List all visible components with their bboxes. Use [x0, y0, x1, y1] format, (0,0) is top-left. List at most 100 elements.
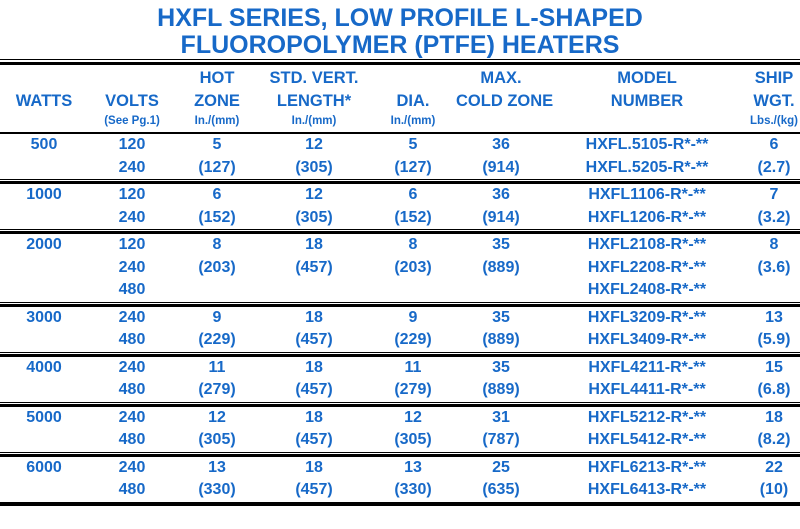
col-header-volts-line1 [88, 65, 176, 88]
col-units-dia: In./(mm) [390, 115, 436, 127]
table-cell-std-vert-length: (457) [295, 481, 333, 498]
table-cell-ship-wgt: 15 [765, 358, 783, 376]
table-cell-dia: (152) [394, 208, 432, 226]
col-units-volts: (See Pg.1) [104, 115, 160, 127]
table-cell-std-vert-length: 18 [305, 308, 323, 326]
table-cell-model-number: HXFL2108-R*-** [587, 236, 707, 253]
group-separator [0, 401, 800, 407]
col-units-std-vert-length: In./(mm) [291, 115, 337, 127]
table-row: 240 (203) (457) (203) (889) HXFL2208-R*-** (3.… [0, 257, 800, 280]
table-cell-ship-wgt: 22 [765, 458, 783, 476]
table-cell-model-number: HXFL3409-R*-** [587, 331, 707, 348]
table-cell-model-number: HXFL3209-R*-** [587, 308, 707, 326]
table-cell-watts: 4000 [26, 358, 62, 376]
table-cell-model-number: HXFL2208-R*-** [587, 258, 707, 276]
table-cell-max-cold-zone: 31 [492, 408, 510, 426]
table-cell-model-number: HXFL.5105-R*-** [585, 136, 709, 153]
table-cell-std-vert-length [258, 279, 370, 302]
table-cell-std-vert-length: 12 [305, 186, 323, 203]
table-cell-max-cold-zone: 36 [492, 136, 510, 153]
table-cell-hot-zone: 12 [208, 408, 226, 426]
table-cell-max-cold-zone: (914) [482, 208, 520, 226]
header-row-line2: WATTS VOLTS ZONE LENGTH* DIA. COLD ZONE … [0, 88, 800, 114]
table-cell-dia: (279) [394, 381, 432, 398]
table-cell-model-number: HXFL2408-R*-** [587, 281, 707, 298]
col-header-watts: WATTS [15, 92, 73, 110]
col-units-hot-zone: In./(mm) [194, 115, 240, 127]
group-separator [0, 351, 800, 357]
table-cell-std-vert-length: 18 [305, 458, 323, 476]
table-cell-ship-wgt: 13 [765, 308, 783, 326]
table-header: HOT STD. VERT. MAX. MODEL SHIP WATTS VOL… [0, 65, 800, 134]
table-cell-std-vert-length: (457) [295, 431, 333, 448]
col-header-dia: DIA. [396, 92, 430, 110]
col-header-hot-zone-line1: HOT [199, 69, 235, 87]
table-cell-dia: (127) [394, 158, 432, 176]
table-cell-ship-wgt: (5.9) [757, 331, 791, 348]
table-row: 5000 240 12 18 12 31 HXFL5212-R*-** 18 [0, 407, 800, 430]
table-cell-model-number: HXFL5212-R*-** [587, 408, 707, 426]
watt-group-2000: 2000 120 8 18 8 35 HXFL2108-R*-** 8 240 (203) (457… [0, 234, 800, 302]
table-cell-dia: (330) [394, 481, 432, 498]
watt-group-3000: 3000 240 9 18 9 35 HXFL3209-R*-** 13 480 (229) (45… [0, 307, 800, 352]
table-cell-volts: 480 [118, 281, 146, 298]
table-row: 240 (152) (305) (152) (914) HXFL1206-R*-** (3.… [0, 207, 800, 230]
table-cell-hot-zone: 11 [208, 358, 226, 376]
table-cell-model-number: HXFL6413-R*-** [587, 481, 707, 498]
table-cell-volts: 240 [118, 158, 146, 176]
watt-group-5000: 5000 240 12 18 12 31 HXFL5212-R*-** 18 480 (305) (… [0, 407, 800, 452]
table-bottom-border [0, 501, 800, 506]
table-cell-max-cold-zone: (889) [482, 381, 520, 398]
table-cell-watts: 5000 [26, 408, 62, 426]
group-separator [0, 179, 800, 184]
table-row: 480 HXFL2408-R*-** [0, 279, 800, 302]
table-row: 480 (305) (457) (305) (787) HXFL5412-R*-** (8.… [0, 429, 800, 452]
table-cell-std-vert-length: 12 [305, 136, 323, 153]
table-cell-max-cold-zone: (914) [482, 158, 520, 176]
table-cell-dia: 11 [404, 358, 422, 376]
table-cell-volts: 120 [118, 236, 146, 253]
col-header-std-vert-length: LENGTH* [276, 92, 352, 110]
table-cell-volts: 480 [118, 481, 146, 498]
table-cell-ship-wgt: (8.2) [757, 431, 791, 448]
table-cell-watts [0, 429, 88, 452]
table-cell-dia: 13 [404, 458, 422, 476]
table-cell-volts: 240 [118, 358, 146, 376]
group-separator [0, 451, 800, 457]
table-cell-dia: 9 [408, 308, 418, 326]
table-cell-ship-wgt: (6.8) [757, 381, 791, 398]
table-row: 3000 240 9 18 9 35 HXFL3209-R*-** 13 [0, 307, 800, 330]
table-cell-hot-zone: 5 [212, 136, 222, 153]
table-cell-watts: 3000 [26, 308, 62, 326]
table-cell-volts: 240 [118, 308, 146, 326]
col-header-max-cold-zone: COLD ZONE [456, 92, 554, 110]
table-cell-dia: (305) [394, 431, 432, 448]
table-cell-hot-zone: 9 [212, 308, 222, 326]
table-cell-ship-wgt: 6 [769, 136, 779, 153]
table-cell-model-number: HXFL1206-R*-** [587, 208, 707, 226]
col-header-ship-wgt-line1: SHIP [754, 69, 794, 87]
table-cell-model-number: HXFL4211-R*-** [588, 358, 706, 376]
header-row-units: (See Pg.1) In./(mm) In./(mm) In./(mm) Lb… [0, 114, 800, 132]
table-cell-ship-wgt: (3.6) [757, 258, 791, 276]
table-cell-std-vert-length: 18 [305, 236, 323, 253]
table-cell-hot-zone: 8 [212, 236, 222, 253]
col-header-dia-line1 [370, 65, 456, 88]
table-cell-dia: 12 [404, 408, 422, 426]
table-cell-volts: 480 [118, 431, 146, 448]
table-cell-watts: 6000 [26, 458, 62, 476]
table-cell-volts: 240 [118, 208, 146, 226]
table-cell-max-cold-zone: 36 [492, 186, 510, 203]
table-cell-watts [0, 479, 88, 502]
table-row: 480 (229) (457) (229) (889) HXFL3409-R*-** (5.… [0, 329, 800, 352]
table-cell-dia: 5 [408, 136, 418, 153]
page-title: HXFL SERIES, LOW PROFILE L-SHAPED FLUORO… [0, 0, 800, 59]
table-cell-dia [370, 279, 456, 302]
group-separator [0, 301, 800, 307]
table-cell-volts: 240 [118, 408, 146, 426]
col-header-std-vert-length-line1: STD. VERT. [269, 69, 359, 87]
table-row: 500 120 5 12 5 36 HXFL.5105-R*-** 6 [0, 134, 800, 157]
table-cell-hot-zone: 6 [212, 186, 222, 203]
table-cell-model-number: HXFL4411-R*-** [588, 381, 706, 398]
